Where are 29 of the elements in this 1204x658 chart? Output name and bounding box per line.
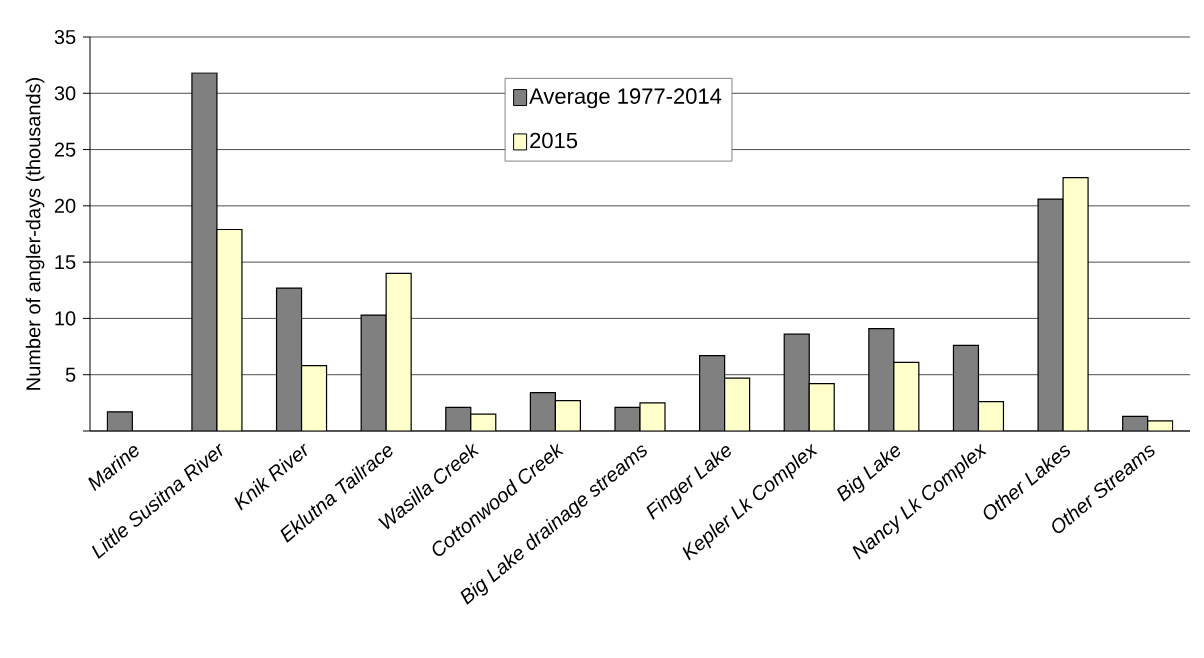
bar xyxy=(724,378,750,431)
legend-label: Average 1977-2014 xyxy=(529,88,722,109)
y-tick-label: 30 xyxy=(54,86,76,101)
y-tick-label: 5 xyxy=(65,367,76,382)
bar xyxy=(555,400,581,431)
bar xyxy=(868,328,894,431)
x-tick-label: Big Lake xyxy=(836,445,901,502)
bar xyxy=(784,334,810,431)
bar xyxy=(699,355,725,431)
y-tick-label: 20 xyxy=(54,198,76,213)
bar xyxy=(301,365,327,431)
bar xyxy=(216,229,242,431)
y-tick-label: 15 xyxy=(55,255,76,270)
bar xyxy=(191,73,217,431)
y-axis-title: Number of angler-days (thousands) xyxy=(25,77,45,390)
bar xyxy=(386,273,412,431)
y-tick-label: 35 xyxy=(54,29,76,45)
y-tick-label: 25 xyxy=(54,142,76,157)
bar xyxy=(361,315,387,431)
bar xyxy=(893,362,919,431)
y-tick-label: 10 xyxy=(55,311,76,326)
bar xyxy=(1063,177,1089,431)
bar xyxy=(978,401,1004,431)
bar xyxy=(530,392,556,431)
bar xyxy=(1038,199,1064,431)
bar xyxy=(953,345,979,431)
bar xyxy=(276,288,302,431)
legend-label: 2015 xyxy=(530,132,578,149)
bar xyxy=(809,383,835,431)
